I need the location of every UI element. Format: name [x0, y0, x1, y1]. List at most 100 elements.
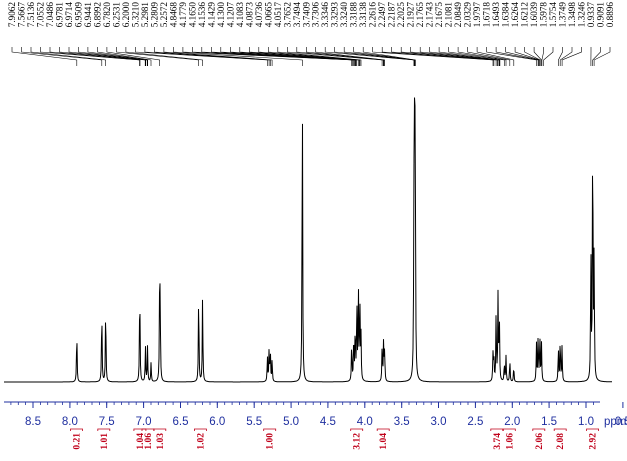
peak-label-connector	[296, 47, 384, 66]
peak-label: 1.3246	[577, 2, 587, 28]
peak-label: 3.7494	[292, 2, 302, 28]
peak-label: 7.5136	[26, 2, 36, 28]
peak-label: 3.7409	[301, 2, 311, 28]
peak-label: 1.6039	[529, 2, 539, 28]
peak-label: 2.2187	[387, 2, 397, 28]
integral-marker: 1.01	[97, 428, 111, 450]
peak-label: 1.6212	[520, 2, 530, 28]
peak-label-connector	[163, 47, 273, 66]
peak-label-connector	[533, 47, 542, 66]
ppm-axis: 8.5 8.0 7.5 7.0 6.5 6.0 5.5 5.0 4.5 4.0 3.5 3.0 2.5 2…	[4, 401, 627, 428]
tick-label: 4.0	[357, 416, 373, 428]
integral-marker: 3.74	[490, 428, 504, 450]
peak-label: 6.2531	[111, 2, 121, 28]
tick-label: 4.5	[320, 416, 336, 428]
peak-label-connector	[353, 47, 416, 66]
peak-label: 4.1779	[178, 2, 188, 28]
integral-value: 1.02	[196, 433, 206, 450]
peak-label: 7.0552	[36, 2, 46, 28]
peak-label-connector	[286, 47, 383, 66]
tick-label: 5.5	[246, 416, 262, 428]
x-axis-label: ppm	[604, 416, 626, 428]
peak-label: 0.9337	[586, 2, 596, 28]
peak-label: 1.6264	[510, 2, 520, 28]
peak-label: 2.1081	[444, 2, 454, 28]
peak-label-connector	[267, 47, 361, 66]
integral-marker: 1.04	[376, 428, 390, 450]
peak-label-connector	[324, 47, 415, 66]
peak-label-connector	[505, 47, 540, 66]
peak-label-connector	[154, 47, 271, 66]
peak-label-connector	[106, 47, 160, 66]
peak-label: 0.9091	[596, 2, 606, 28]
peak-label-connector	[220, 47, 356, 66]
peak-label-connector	[495, 47, 539, 66]
peak-label: 4.1300	[216, 2, 226, 28]
peak-label-connector	[49, 47, 141, 66]
peak-label: 6.9441	[83, 2, 93, 28]
peak-label: 0.8896	[605, 2, 615, 28]
tick-label: 3.5	[394, 416, 410, 428]
tick-label: 1.0	[578, 416, 594, 428]
peak-label-connector	[372, 47, 494, 66]
peak-label: 1.5754	[548, 2, 558, 28]
peak-label-connector	[249, 47, 359, 66]
peak-label-connector	[97, 47, 152, 66]
peak-label: 6.7820	[102, 2, 112, 28]
peak-label-connector	[40, 47, 140, 66]
integral-value: 1.01	[100, 433, 110, 450]
peak-label-connector	[448, 47, 505, 66]
integral-marker: 2.92	[586, 428, 599, 450]
integral-value: 1.04	[379, 433, 389, 450]
peak-label-connector	[68, 47, 146, 66]
integral-value: 1.03	[156, 433, 166, 450]
peak-label: 7.9062	[7, 2, 17, 28]
peak-label-connector	[343, 47, 415, 66]
integral-marker: 1.06	[502, 428, 516, 450]
peak-label-connector	[21, 47, 103, 66]
peak-label: 4.0736	[254, 2, 264, 28]
peak-label-connector	[305, 47, 385, 66]
peak-label: 4.0517	[273, 2, 283, 28]
peak-label-connector	[410, 47, 499, 66]
peak-label: 5.3210	[130, 2, 140, 28]
peak-label: 1.6718	[482, 2, 492, 28]
peak-label: 6.9509	[73, 2, 83, 28]
peak-label-connector	[457, 47, 507, 66]
tick-label: 8.5	[25, 416, 41, 428]
peak-label: 1.5978	[539, 2, 549, 28]
peak-label-connector	[541, 47, 544, 66]
peak-label: 3.3346	[320, 2, 330, 28]
peak-label-connector	[78, 47, 148, 66]
integral-value: 3.74	[493, 433, 503, 450]
tick-label: 1.5	[541, 416, 557, 428]
tick-label: 3.0	[431, 416, 447, 428]
peak-label: 4.1536	[197, 2, 207, 28]
tick-label: 6.5	[173, 416, 189, 428]
peak-label-connector	[381, 47, 495, 66]
peak-label: 1.6384	[501, 2, 511, 28]
peak-label: 4.1207	[225, 2, 235, 28]
peak-label: 3.3293	[330, 2, 340, 28]
peak-label-connector	[476, 47, 515, 66]
peak-label: 4.8468	[168, 2, 178, 28]
peak-label: 4.0873	[244, 2, 254, 28]
peak-label-connector	[561, 47, 582, 66]
integral-marker: 1.06	[141, 428, 155, 450]
peak-label-connector	[239, 47, 358, 66]
peak-label-connector	[116, 47, 199, 66]
peak-label: 3.7306	[311, 2, 321, 28]
integral-value: 3.12	[353, 433, 363, 450]
peak-label: 6.9714	[64, 2, 74, 28]
peak-label: 5.2981	[140, 2, 150, 28]
tick-label: 7.5	[99, 416, 115, 428]
integral-value: 1.04	[136, 433, 146, 450]
integral-marker: 1.03	[153, 428, 167, 450]
peak-label-connector	[211, 47, 355, 66]
peak-label-connector	[559, 47, 573, 66]
peak-label-connector	[429, 47, 500, 66]
integral-marker: 1.02	[194, 428, 207, 450]
peak-label: 6.2000	[121, 2, 131, 28]
peak-label-connector	[11, 47, 78, 66]
peak-label-connector	[543, 47, 554, 66]
